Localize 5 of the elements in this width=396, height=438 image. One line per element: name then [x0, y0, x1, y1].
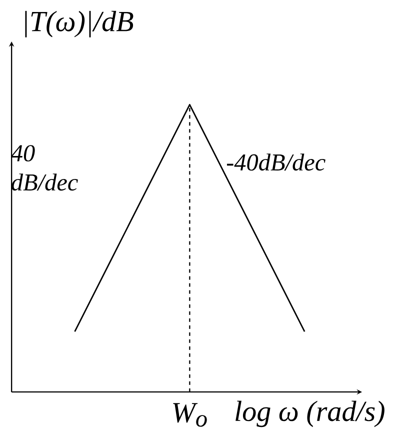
y-axis-title: |T(ω)|/dB — [25, 10, 134, 38]
annotation: 40 dB/dec — [10, 145, 78, 191]
x-axis-title: log ω (rad/s) — [235, 400, 384, 428]
text: W$_{o}$ — [173, 403, 207, 427]
annotation: -40dB/dec — [226, 154, 326, 171]
